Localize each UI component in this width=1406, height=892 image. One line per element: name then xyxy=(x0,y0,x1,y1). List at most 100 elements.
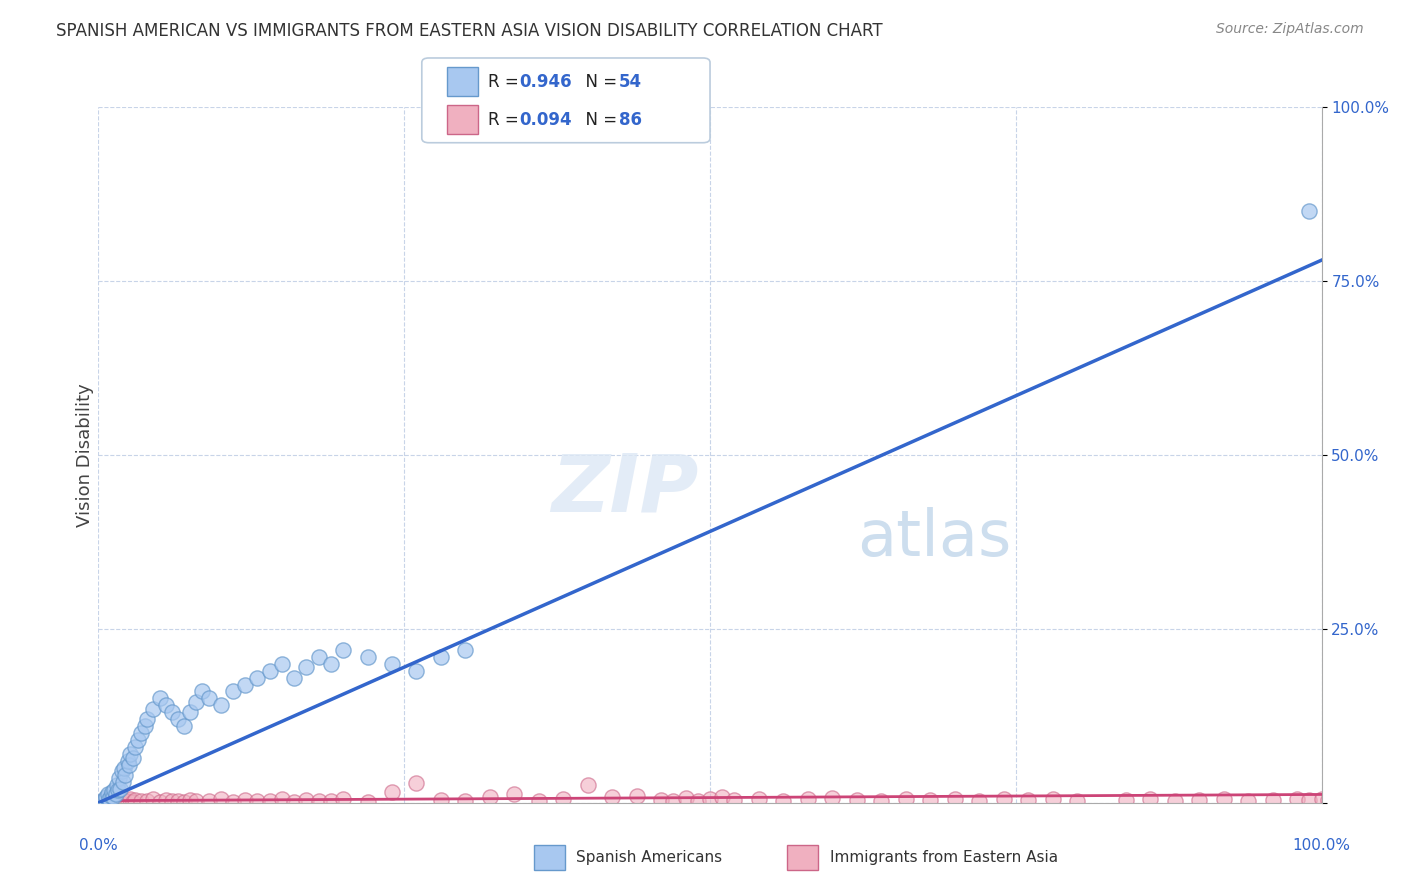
Point xyxy=(1334,768,1357,782)
Point xyxy=(1237,794,1260,808)
Point xyxy=(626,789,648,803)
Point xyxy=(1164,794,1187,808)
Point xyxy=(723,793,745,807)
Point xyxy=(120,747,142,761)
Point xyxy=(1066,794,1088,808)
Text: atlas: atlas xyxy=(856,508,1011,569)
Point xyxy=(319,794,342,808)
Text: 0.094: 0.094 xyxy=(519,111,571,128)
Point xyxy=(129,726,152,740)
Point xyxy=(1341,772,1364,786)
Point xyxy=(173,795,195,809)
Point xyxy=(117,754,139,768)
Point xyxy=(129,794,152,808)
Point xyxy=(283,795,305,809)
Text: R =: R = xyxy=(488,111,524,128)
Point xyxy=(101,789,124,804)
Point xyxy=(576,778,599,792)
Point xyxy=(478,789,501,804)
Point xyxy=(675,791,697,805)
Point xyxy=(160,706,183,720)
Point xyxy=(1017,793,1039,807)
Point xyxy=(308,649,330,664)
Text: 86: 86 xyxy=(619,111,641,128)
Point xyxy=(90,795,112,809)
Point xyxy=(967,794,990,808)
Point xyxy=(155,698,177,713)
Point xyxy=(100,789,122,803)
Point xyxy=(107,783,129,797)
Point xyxy=(332,642,354,657)
Point xyxy=(101,794,124,808)
Point xyxy=(259,664,281,678)
Point xyxy=(98,791,121,805)
Point xyxy=(124,740,146,755)
Point xyxy=(993,791,1015,805)
Point xyxy=(111,793,134,807)
Point xyxy=(1323,794,1346,808)
Point xyxy=(191,684,214,698)
Point xyxy=(699,792,721,806)
Point xyxy=(91,794,114,808)
Point xyxy=(134,719,156,733)
Point xyxy=(1042,792,1064,806)
Point xyxy=(120,792,142,806)
Point xyxy=(233,677,256,691)
Point xyxy=(110,795,132,809)
Point xyxy=(1316,793,1339,807)
Point xyxy=(381,657,404,671)
Point xyxy=(104,792,127,806)
Text: N =: N = xyxy=(575,72,623,91)
Point xyxy=(711,790,734,805)
Point xyxy=(1261,793,1284,807)
Point xyxy=(91,794,114,808)
Point xyxy=(1212,792,1234,806)
Text: Source: ZipAtlas.com: Source: ZipAtlas.com xyxy=(1216,22,1364,37)
Point xyxy=(270,792,294,806)
Point xyxy=(527,794,550,808)
Point xyxy=(748,791,770,805)
Point xyxy=(104,788,127,802)
Point xyxy=(103,783,125,797)
Point xyxy=(797,792,820,806)
Point xyxy=(160,794,183,808)
Point xyxy=(356,795,378,809)
Point xyxy=(142,702,165,716)
Text: 0.946: 0.946 xyxy=(519,72,571,91)
Point xyxy=(108,772,131,786)
Point xyxy=(686,794,709,808)
Point xyxy=(1286,791,1309,805)
Text: N =: N = xyxy=(575,111,623,128)
Point xyxy=(870,794,893,808)
Text: R =: R = xyxy=(488,72,524,91)
Point xyxy=(105,778,128,792)
Point xyxy=(1188,793,1211,807)
Point xyxy=(283,671,305,685)
Point xyxy=(186,794,208,808)
Point xyxy=(222,684,245,698)
Point xyxy=(100,793,122,807)
Point xyxy=(97,788,120,802)
Point xyxy=(845,793,868,807)
Point xyxy=(136,712,159,726)
Point xyxy=(179,793,201,807)
Text: Immigrants from Eastern Asia: Immigrants from Eastern Asia xyxy=(830,850,1057,864)
Text: 0.0%: 0.0% xyxy=(79,838,118,853)
Point xyxy=(503,788,526,802)
Point xyxy=(222,795,245,809)
Point xyxy=(1347,785,1369,799)
Point xyxy=(167,712,190,726)
Point xyxy=(454,794,477,808)
Point xyxy=(1329,792,1351,806)
Point xyxy=(356,649,378,664)
Point xyxy=(650,793,672,807)
Text: 100.0%: 100.0% xyxy=(1292,838,1351,853)
Point xyxy=(943,792,966,806)
Point xyxy=(209,792,232,806)
Point xyxy=(173,719,195,733)
Point xyxy=(94,790,117,805)
Point xyxy=(127,733,149,747)
Point xyxy=(142,792,165,806)
Point xyxy=(894,791,917,805)
Point xyxy=(1298,793,1320,807)
